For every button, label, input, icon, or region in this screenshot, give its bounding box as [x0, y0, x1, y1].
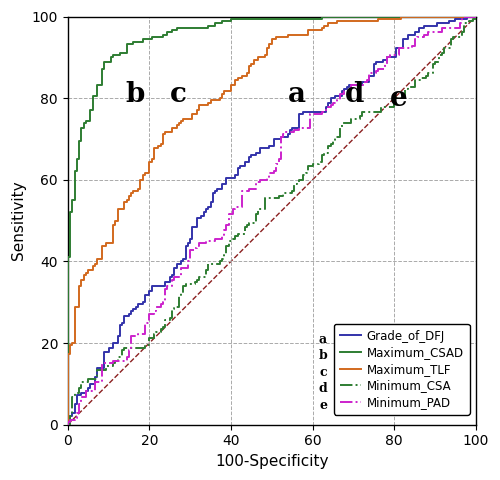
- Text: c: c: [320, 366, 327, 379]
- Text: a: a: [319, 333, 327, 346]
- Text: c: c: [170, 81, 186, 108]
- Legend: Grade_of_DFJ, Maximum_CSAD, Maximum_TLF, Minimum_CSA, Minimum_PAD: Grade_of_DFJ, Maximum_CSAD, Maximum_TLF,…: [334, 324, 470, 415]
- X-axis label: 100-Specificity: 100-Specificity: [215, 454, 328, 469]
- Y-axis label: Sensitivity: Sensitivity: [11, 181, 26, 261]
- Text: e: e: [390, 85, 408, 112]
- Text: b: b: [125, 81, 144, 108]
- Text: e: e: [319, 399, 327, 412]
- Text: d: d: [345, 81, 364, 108]
- Text: b: b: [318, 349, 327, 362]
- Text: a: a: [288, 81, 306, 108]
- Text: d: d: [318, 382, 327, 395]
